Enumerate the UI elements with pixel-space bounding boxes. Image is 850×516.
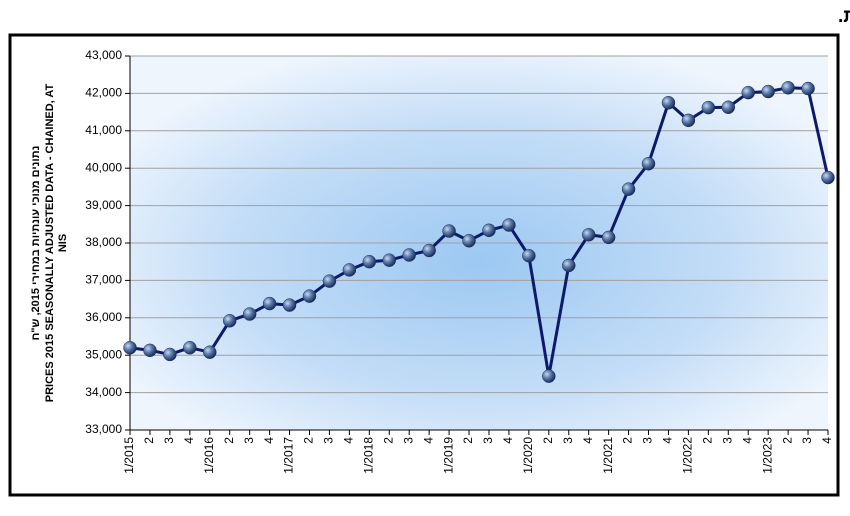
x-tick-label: 2 [142,437,156,444]
x-tick-label: 1/2016 [202,437,216,474]
data-point [482,223,496,238]
x-tick-label: 4 [342,437,356,444]
y-tick-label: 34,000 [85,385,122,399]
data-point [781,81,795,95]
x-tick-label: 2 [780,437,794,444]
x-tick-label: 4 [820,437,834,444]
chart-title: תוצר מקומי גולמי לנפש - נתונים מנוכי עונ… [838,6,850,27]
data-point [302,289,317,303]
x-tick-label: 1/2017 [282,437,296,474]
x-tick-label: 3 [561,437,575,444]
x-tick-label: 2 [701,437,715,444]
data-point [761,84,775,99]
x-tick-label: 3 [322,437,336,444]
data-point [342,263,357,277]
x-tick-label: 4 [581,437,595,444]
x-tick-label: 4 [661,437,675,444]
y-label-line: NIS [57,234,69,252]
y-axis-label: נתונים מנוכי עונתיות במחירי 2015, ש"ח PR… [30,84,69,403]
y-tick-label: 43,000 [85,48,122,62]
x-tick-label: 2 [381,437,395,444]
data-point [522,248,536,263]
data-point [821,170,835,185]
data-point [701,100,716,115]
data-point [402,248,416,262]
x-tick-label: 2 [302,437,316,444]
data-point [242,307,257,321]
x-tick-label: 3 [800,437,814,444]
x-tick-label: 2 [621,437,635,444]
data-point [442,224,456,238]
x-tick-label: 3 [641,437,655,444]
data-point [123,340,137,355]
data-point [322,274,337,288]
x-tick-label: 4 [262,437,276,444]
x-tick-label: 4 [740,437,754,444]
x-tick-label: 1/2015 [122,437,136,474]
y-tick-label: 37,000 [85,273,122,287]
data-point [143,343,157,358]
data-point [681,113,696,128]
y-tick-label: 39,000 [85,198,122,212]
y-tick-label: 35,000 [85,347,122,361]
data-point [581,228,596,242]
data-point [542,369,556,383]
x-tick-label: 1/2021 [601,437,615,474]
x-tick-label: 1/2022 [681,437,695,474]
x-tick-label: 2 [541,437,555,444]
data-point [721,100,736,114]
x-tick-label: 1/2020 [521,437,535,474]
x-tick-label: 3 [481,437,495,444]
data-point [502,218,516,232]
x-tick-label: 1/2023 [760,437,774,474]
x-tick-label: 2 [461,437,475,444]
y-tick-label: 42,000 [85,86,122,100]
y-tick-label: 36,000 [85,310,122,324]
y-tick-label: 40,000 [85,160,122,174]
data-point [661,96,676,110]
y-label-line: PRICES 2015 SEASONALLY ADJUSTED DATA - C… [44,84,56,403]
data-point [641,156,656,171]
data-point [183,340,197,355]
data-point [741,85,755,100]
y-label-line: נתונים מנוכי עונתיות במחירי 2015, ש"ח [30,146,42,341]
data-point [163,347,177,362]
y-tick-label: 38,000 [85,235,122,249]
x-tick-label: 3 [162,437,176,444]
data-point [561,258,576,273]
data-point [262,296,277,311]
data-point [422,243,436,258]
data-point [601,230,616,245]
x-tick-label: 3 [401,437,415,444]
x-tick-label: 3 [720,437,734,444]
x-tick-label: 4 [182,437,196,444]
x-tick-label: 2 [222,437,236,444]
x-tick-label: 1/2019 [441,437,455,474]
data-point [362,254,377,269]
x-tick-label: 4 [421,437,435,444]
data-point [282,298,297,312]
x-tick-label: 1/2018 [361,437,375,474]
data-point [382,253,397,267]
y-tick-label: 41,000 [85,123,122,137]
data-point [203,345,217,359]
data-point [801,81,815,96]
x-tick-label: 4 [501,437,515,444]
x-tick-label: 3 [242,437,256,444]
data-point [462,234,476,248]
data-point [621,182,636,196]
y-tick-label: 33,000 [85,422,122,436]
data-point [222,314,237,328]
